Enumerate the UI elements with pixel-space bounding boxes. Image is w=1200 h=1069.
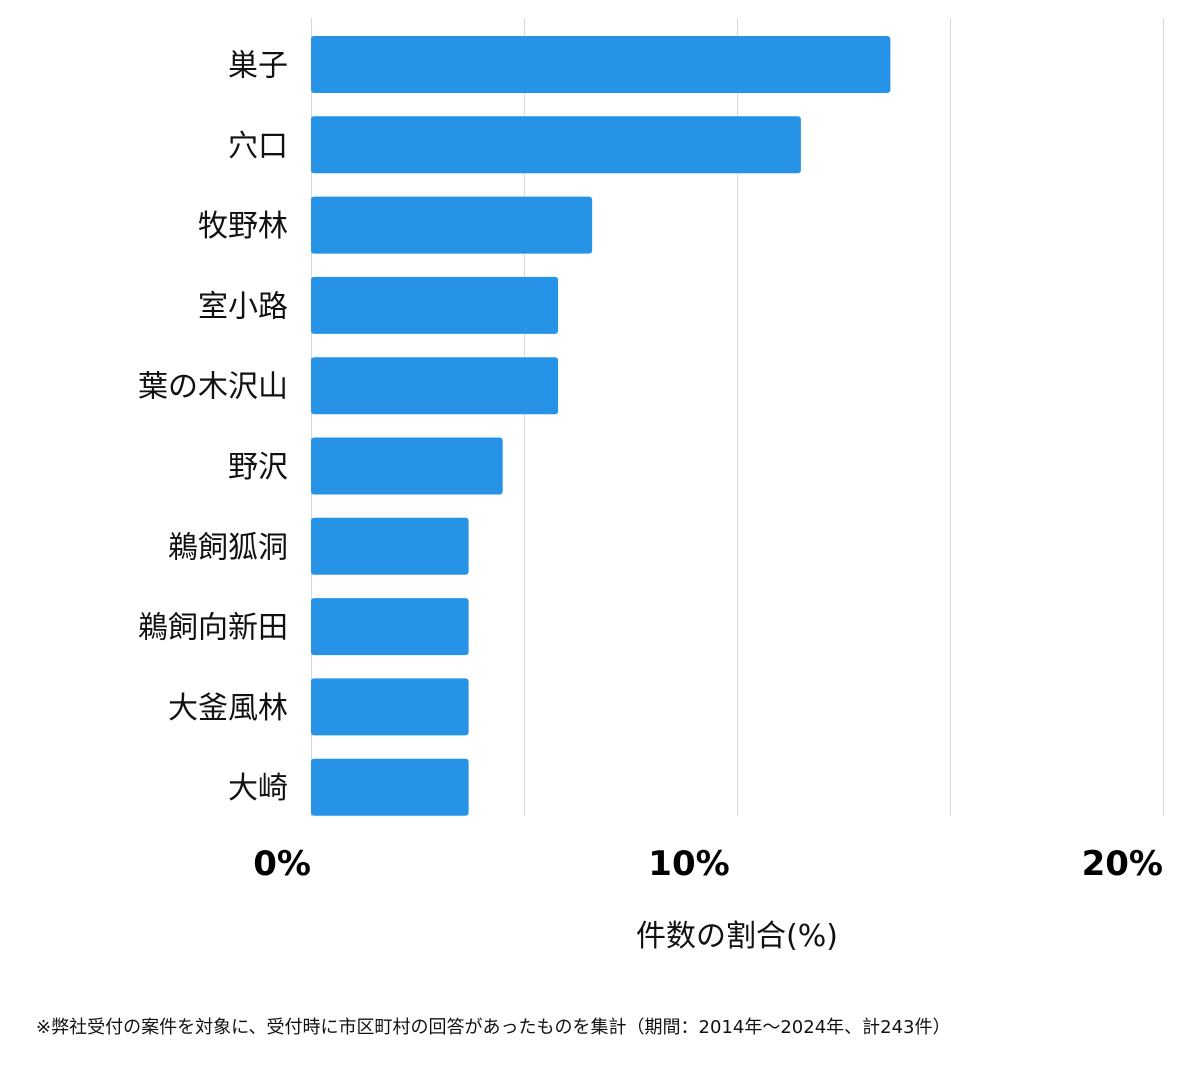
category-label-6: 鵜飼狐洞 — [168, 530, 288, 565]
bar-1 — [311, 116, 801, 174]
x-tick-label-2: 20% — [1082, 844, 1163, 884]
bar-6 — [311, 517, 469, 575]
category-label-5: 野沢 — [228, 450, 288, 485]
x-tick-labels: 0% 10% 20% — [253, 844, 1163, 884]
bar-8 — [311, 678, 469, 736]
category-label-4: 葉の木沢山 — [138, 370, 288, 405]
category-label-3: 室小路 — [198, 289, 288, 324]
bar-5 — [311, 437, 503, 495]
x-tick-label-1: 10% — [648, 844, 729, 884]
bar-7 — [311, 598, 469, 656]
footnote: ※弊社受付の案件を対象に、受付時に市区町村の回答があったものを集計（期間：201… — [36, 1017, 951, 1038]
category-label-8: 大釜風林 — [168, 691, 288, 726]
bar-4 — [311, 357, 559, 415]
x-tick-label-0: 0% — [253, 844, 311, 884]
category-label-2: 牧野林 — [198, 209, 288, 244]
bar-0 — [311, 36, 891, 93]
x-axis-title: 件数の割合(%) — [636, 919, 838, 954]
bar-9 — [311, 758, 469, 816]
bar-3 — [311, 276, 559, 334]
category-label-1: 穴口 — [228, 129, 288, 164]
category-label-9: 大崎 — [228, 771, 288, 806]
bars — [311, 36, 891, 816]
bar-2 — [311, 196, 593, 254]
category-label-0: 巣子 — [228, 49, 288, 84]
category-label-7: 鵜飼向新田 — [138, 611, 288, 646]
